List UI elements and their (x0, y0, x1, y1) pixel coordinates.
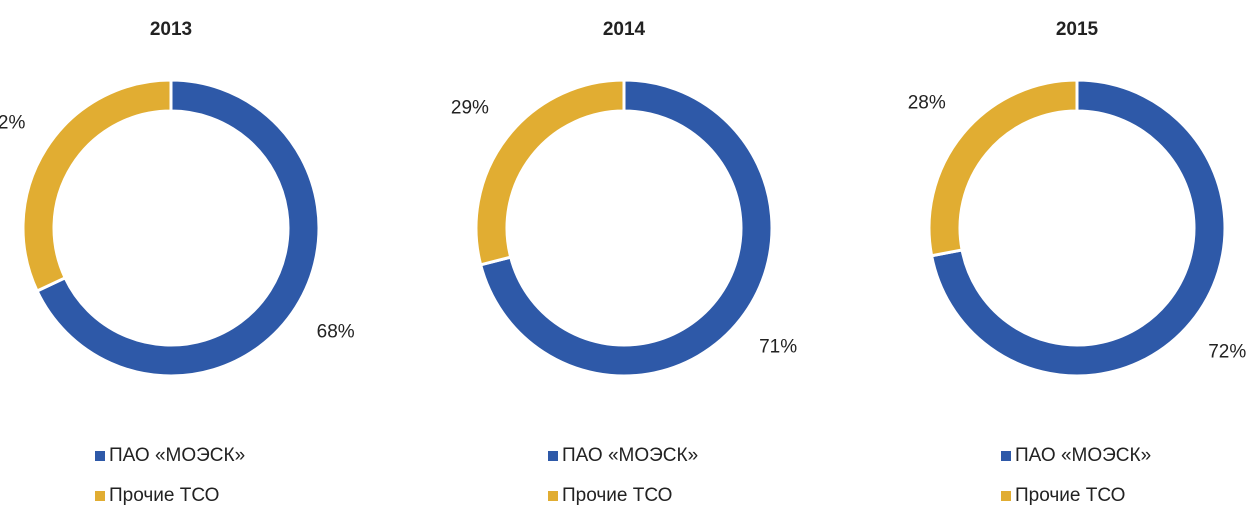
data-label: 72% (1208, 341, 1246, 362)
donut-segment (35, 78, 321, 378)
legend-swatch (95, 451, 105, 461)
donut-segment (478, 78, 774, 378)
legend-swatch (1001, 491, 1011, 501)
data-label: 32% (0, 113, 25, 134)
legend-swatch (1001, 451, 1011, 461)
legend-label: Прочие ТСО (109, 485, 219, 506)
donut-segment (21, 78, 173, 294)
chart-title: 2014 (603, 19, 646, 40)
donut-segment (927, 78, 1079, 258)
data-label: 28% (908, 93, 946, 114)
donut-segment (929, 78, 1227, 378)
data-label: 71% (759, 337, 797, 358)
legend-label: Прочие ТСО (1015, 485, 1125, 506)
legend-label: ПАО «МОЭСК» (562, 445, 698, 466)
legend-label: ПАО «МОЭСК» (109, 445, 245, 466)
legend-label: ПАО «МОЭСК» (1015, 445, 1151, 466)
chart-title: 2013 (150, 19, 192, 40)
legend-swatch (548, 491, 558, 501)
legend-swatch (548, 451, 558, 461)
legend-label: Прочие ТСО (562, 485, 672, 506)
legend-swatch (95, 491, 105, 501)
data-label: 68% (317, 322, 355, 343)
donut-segment (474, 78, 626, 267)
data-label: 29% (451, 97, 489, 118)
chart-title: 2015 (1056, 19, 1099, 40)
